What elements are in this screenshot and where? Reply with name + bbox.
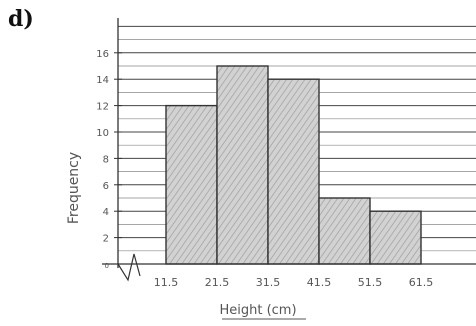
- x-tick-label: 61.5: [409, 276, 434, 289]
- y-tick-label: 4: [103, 207, 109, 218]
- y-tick-label: 16: [96, 49, 109, 60]
- histogram-bar: [216, 65, 269, 265]
- histogram-bars: [165, 65, 422, 265]
- y-tick-label: 6: [103, 181, 109, 192]
- y-tick-label: 0: [105, 262, 109, 270]
- axis-break-zigzag: [117, 253, 141, 282]
- y-tick-label: 12: [96, 102, 109, 113]
- x-tick-label: 11.5: [154, 276, 179, 289]
- x-tick-label: 31.5: [256, 276, 281, 289]
- y-tick-label: 10: [96, 128, 109, 139]
- x-tick-label: 41.5: [307, 276, 332, 289]
- y-tick-labels: 0 2 4 6 8 10 12 14 16: [96, 49, 109, 270]
- histogram-bar: [165, 104, 218, 265]
- histogram-bar: [318, 197, 371, 265]
- x-tick-label: 21.5: [205, 276, 230, 289]
- y-axis-label: Frequency: [66, 152, 82, 224]
- y-tick-label: 8: [103, 154, 109, 165]
- histogram-bar: [267, 78, 320, 265]
- x-tick-label: 51.5: [358, 276, 383, 289]
- x-axis-label: Height (cm): [219, 303, 296, 318]
- y-tick-label: 14: [96, 75, 109, 86]
- histogram-bar: [369, 210, 422, 265]
- x-tick-labels: 11.5 21.5 31.5 41.5 51.5 61.5: [154, 276, 434, 289]
- axes: [102, 18, 476, 282]
- part-label: d): [8, 6, 34, 32]
- y-tick-label: 2: [103, 234, 109, 245]
